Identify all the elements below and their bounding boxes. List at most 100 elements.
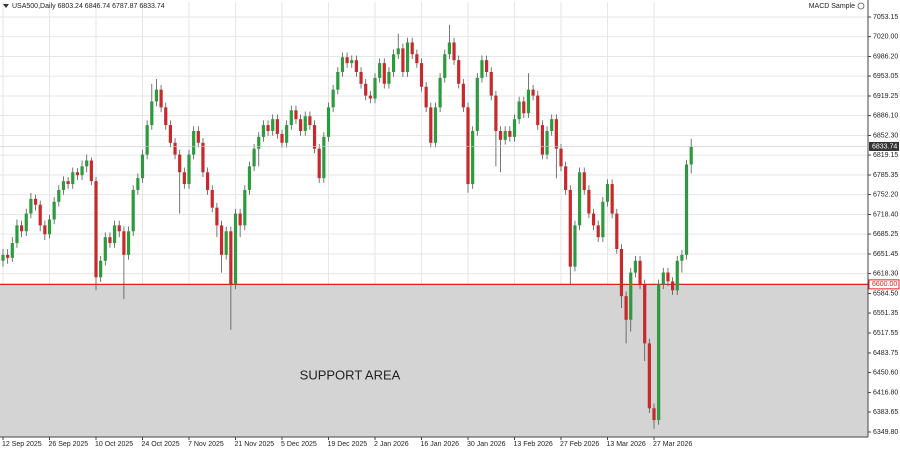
- candle-body: [136, 178, 140, 190]
- candle-body: [596, 225, 600, 238]
- candle-body: [475, 77, 479, 131]
- x-tick-label: 13 Feb 2026: [514, 441, 553, 448]
- y-tick-label: 6852.30: [873, 132, 898, 139]
- candle-body: [196, 130, 200, 143]
- candle-body: [466, 107, 470, 185]
- candle-body: [485, 60, 489, 72]
- candle-body: [219, 225, 224, 255]
- candle-body: [471, 130, 475, 185]
- candle-body: [187, 154, 191, 185]
- candle-body: [624, 296, 628, 320]
- menu-icon[interactable]: [3, 4, 9, 8]
- candle-body: [275, 119, 279, 134]
- candle-body: [410, 42, 414, 55]
- candle-body: [647, 343, 651, 409]
- candle-body: [1, 254, 5, 261]
- candle-body: [447, 42, 451, 55]
- candle-body: [94, 181, 98, 278]
- candle-body: [206, 172, 210, 190]
- candle-body: [345, 57, 349, 64]
- candle-body: [536, 95, 540, 126]
- candle-body: [461, 83, 465, 108]
- candle-body: [666, 272, 670, 282]
- candle-body: [378, 63, 382, 78]
- candle-body: [271, 119, 275, 131]
- candle-body: [173, 142, 177, 155]
- candle-body: [178, 154, 182, 173]
- low-value: 6787.87: [112, 3, 137, 10]
- x-tick-label: 24 Oct 2025: [142, 441, 180, 448]
- candle-body: [99, 260, 103, 278]
- candle-body: [605, 184, 610, 202]
- candle-body: [424, 86, 428, 108]
- candle-body: [415, 54, 419, 64]
- candle-body: [71, 172, 75, 185]
- candle-body: [364, 83, 368, 96]
- indicator-icon[interactable]: [857, 2, 865, 10]
- candle-body: [633, 260, 637, 273]
- candle-body: [89, 160, 93, 182]
- candle-body: [317, 148, 321, 179]
- y-tick-label: 7053.15: [873, 14, 898, 21]
- y-tick-label: 6584.50: [873, 290, 898, 297]
- candle-body: [85, 160, 89, 167]
- y-tick-label: 6349.80: [873, 429, 898, 436]
- candle-body: [452, 42, 456, 61]
- x-tick-label: 12 Sep 2025: [2, 441, 42, 448]
- candle-body: [215, 207, 219, 226]
- candle-body: [550, 119, 554, 131]
- y-tick-label: 6551.35: [873, 310, 898, 317]
- candle-body: [20, 225, 24, 232]
- candle-body: [38, 204, 42, 226]
- candle-body: [429, 107, 433, 143]
- candle-body: [401, 48, 405, 72]
- support-label: 6600.00: [872, 281, 897, 288]
- x-tick-label: 30 Jan 2026: [467, 441, 506, 448]
- candle-body: [657, 284, 661, 421]
- x-tick-label: 10 Oct 2025: [95, 441, 133, 448]
- high-value: 6846.74: [85, 3, 110, 10]
- candle-body: [15, 225, 19, 244]
- candle-body: [243, 189, 247, 226]
- candle-body: [503, 130, 507, 140]
- candle-body: [652, 408, 656, 421]
- candle-body: [261, 125, 265, 137]
- support-annotation: SUPPORT AREA: [300, 367, 401, 382]
- open-value: 6803.24: [58, 3, 83, 10]
- x-tick-label: 13 Mar 2026: [607, 441, 646, 448]
- candle-body: [247, 166, 252, 190]
- candle-body: [629, 272, 633, 320]
- current-price-label: 6833.74: [872, 143, 897, 150]
- candle-body: [517, 101, 521, 120]
- candle-body: [573, 225, 577, 267]
- candle-body: [210, 189, 214, 208]
- candle-body: [610, 184, 614, 214]
- candle-body: [331, 89, 335, 108]
- header: USA500,Daily 6803.24 6846.74 6787.87 683…: [12, 3, 165, 10]
- y-tick-label: 6819.15: [873, 152, 898, 159]
- candle-body: [661, 272, 665, 285]
- candle-body: [489, 71, 493, 96]
- candle-body: [498, 130, 503, 140]
- candle-body: [312, 125, 317, 149]
- candle-body: [564, 166, 568, 190]
- x-tick-label: 16 Jan 2026: [421, 441, 460, 448]
- candle-body: [24, 213, 28, 232]
- y-tick-label: 6919.25: [873, 93, 898, 100]
- candle-body: [531, 89, 535, 96]
- candle-body: [387, 71, 391, 84]
- candle-body: [405, 42, 410, 72]
- candle-body: [57, 189, 61, 202]
- y-tick-label: 6886.10: [873, 112, 898, 119]
- y-tick-label: 6416.80: [873, 389, 898, 396]
- candle-body: [512, 119, 517, 137]
- candle-body: [326, 107, 331, 137]
- candle-body: [568, 189, 572, 267]
- candle-body: [480, 60, 484, 78]
- y-tick-label: 6986.20: [873, 53, 898, 60]
- x-tick-label: 5 Dec 2025: [281, 441, 317, 448]
- y-tick-label: 6953.05: [873, 73, 898, 80]
- candle-body: [336, 71, 340, 90]
